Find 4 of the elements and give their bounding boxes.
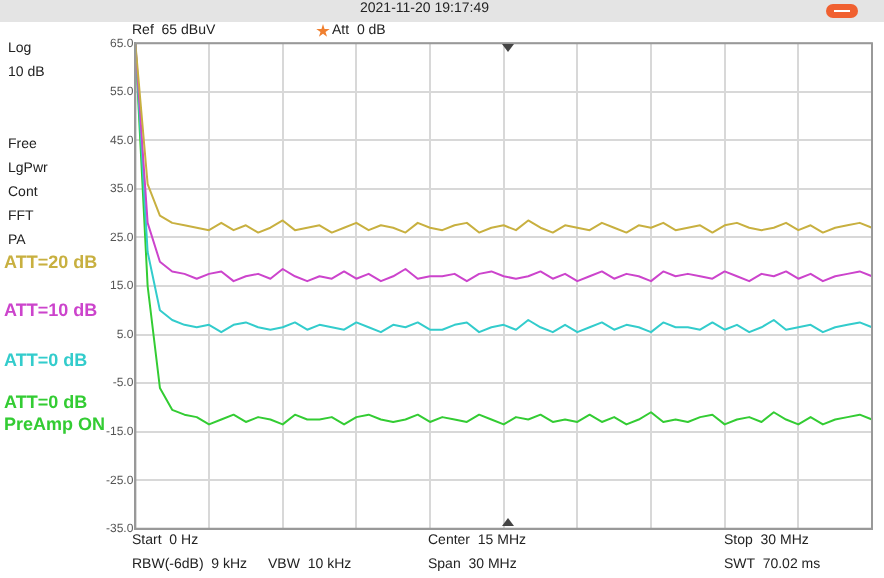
text: ATT=10 dB [4,300,100,322]
text: ATT=0 dB [4,350,90,372]
text: ATT=0 dB PreAmp ON [4,392,107,434]
text: ATT=20 dB [4,252,100,274]
